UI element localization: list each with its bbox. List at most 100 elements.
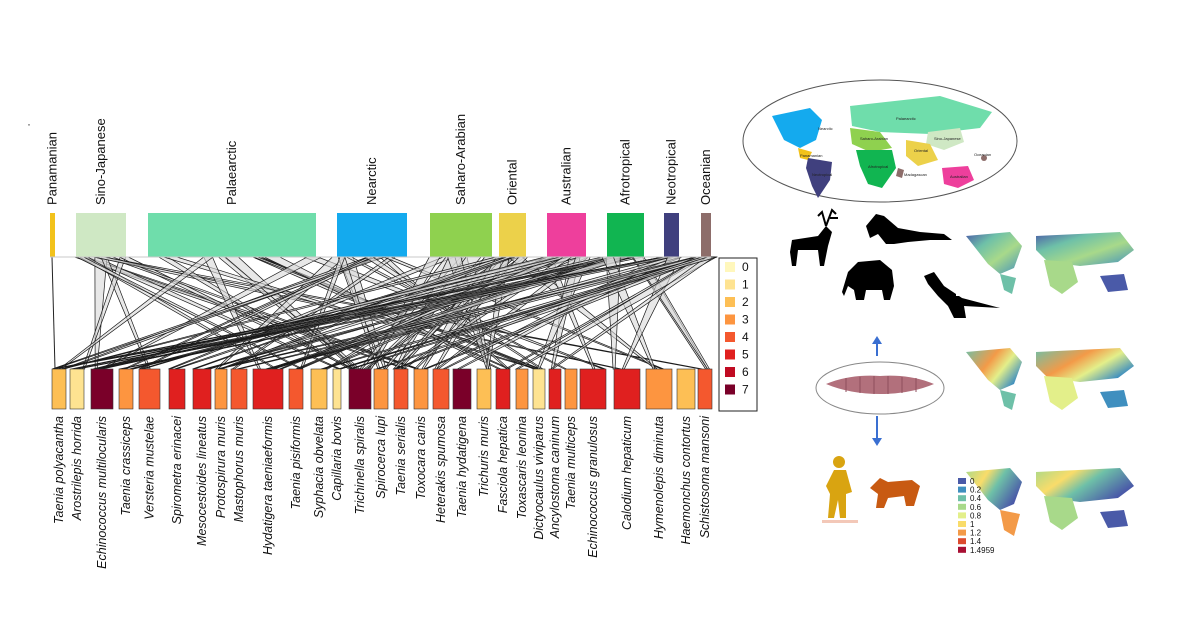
region-bars bbox=[50, 213, 711, 258]
region-label-nearctic: Nearctic bbox=[364, 157, 379, 205]
wolf-silhouette bbox=[870, 478, 920, 508]
region-label-neotropical: Neotropical bbox=[664, 139, 679, 205]
parasite-bar-dictyocaulus-viviparus bbox=[532, 368, 546, 410]
risk-swatch-1-4959 bbox=[958, 546, 966, 553]
parasite-bar-mesocestoides-lineatus bbox=[192, 368, 212, 410]
parasite-bar-trichuris-muris bbox=[476, 368, 492, 410]
parasite-bar-spirocerca-lupi bbox=[373, 368, 389, 410]
parasite-bar-echinococcus-multilocularis bbox=[90, 368, 114, 410]
parasite-label-echinococcus-granulosus: Echinococcus granulosus bbox=[586, 416, 600, 558]
parasite-bar-trichinella-spiralis bbox=[348, 368, 372, 410]
parasite-label-capillaria-bovis: Capillaria bovis bbox=[330, 416, 344, 501]
legend-swatch-1 bbox=[725, 279, 735, 290]
kangaroo-silhouette bbox=[924, 272, 1000, 318]
parasite-label-mesocestoides-lineatus: Mesocestoides lineatus bbox=[195, 416, 209, 546]
risk-map-1 bbox=[956, 230, 1138, 296]
parasite-bar-echinococcus-granulosus bbox=[579, 368, 607, 410]
legend-label-6: 6 bbox=[742, 365, 749, 379]
parasite-label-taenia-pisiformis: Taenia pisiformis bbox=[289, 416, 303, 509]
map-neotropical bbox=[806, 158, 832, 198]
parasite-labels: Taenia polyacantha Arostrilepis horrida Ec… bbox=[52, 415, 712, 569]
parasite-label-toxocara-canis: Toxocara canis bbox=[414, 416, 428, 500]
risk-swatch-1-4 bbox=[958, 538, 966, 545]
host-animals bbox=[790, 208, 1000, 523]
risk-scale-legend: 00.20.40.60.811.21.41.4959 bbox=[958, 477, 995, 555]
legend-label-5: 5 bbox=[742, 348, 749, 362]
risk-map-3: 00.20.40.60.811.21.41.4959 bbox=[956, 466, 1138, 556]
region-label-sino-japanese: Sino-Japanese bbox=[93, 118, 108, 205]
risk-label-0-4: 0.4 bbox=[970, 494, 982, 503]
parasite-bar-schistosoma-mansoni bbox=[697, 368, 713, 410]
region-label-oriental: Oriental bbox=[505, 159, 520, 205]
region-label-oceanian: Oceanian bbox=[698, 149, 713, 205]
region-label-palaearctic: Palaearctic bbox=[224, 140, 239, 205]
parasite-bar-calodium-hepaticum bbox=[613, 368, 641, 410]
parasite-label-spirocerca-lupi: Spirocerca lupi bbox=[374, 415, 388, 499]
region-bar-sino-japanese bbox=[76, 213, 126, 257]
region-bar-nearctic bbox=[337, 213, 407, 257]
parasite-label-trichuris-muris: Trichuris muris bbox=[477, 416, 491, 497]
parasite-bars bbox=[51, 368, 713, 410]
parasite-label-versteria-mustelae: Versteria mustelae bbox=[143, 416, 157, 520]
parasite-label-hydatigera-taeniaeformis: Hydatigera taeniaeformis bbox=[261, 416, 275, 555]
map-sino-japanese bbox=[926, 128, 964, 150]
elephant-silhouette bbox=[842, 260, 894, 300]
legend-label-4: 4 bbox=[742, 330, 749, 344]
parasite-label-syphacia-obvelata: Syphacia obvelata bbox=[312, 416, 326, 518]
legend-label-2: 2 bbox=[742, 295, 749, 309]
parasite-label-haemonchus-contortus: Haemonchus contortus bbox=[679, 416, 693, 545]
arrow-up-icon bbox=[872, 336, 882, 344]
parasite-label-dictyocaulus-viviparus: Dictyocaulus viviparus bbox=[532, 416, 546, 540]
legend-label-3: 3 bbox=[742, 313, 749, 327]
parasite-bar-arostrilepis-horrida bbox=[69, 368, 85, 410]
legend-swatch-2 bbox=[725, 297, 735, 307]
parasite-bar-taenia-crassiceps bbox=[118, 368, 134, 410]
risk-label-1-4959: 1.4959 bbox=[970, 546, 995, 555]
region-label-panamanian: Panamanian bbox=[45, 132, 60, 205]
map-label-oceanian: Oceanian bbox=[974, 152, 991, 157]
legend-swatch-0 bbox=[725, 262, 735, 272]
parasite-label-fasciola-hepatica: Fasciola hepatica bbox=[496, 416, 510, 513]
risk-swatch-0-4 bbox=[958, 495, 966, 502]
parasite-label-calodium-hepaticum: Calodium hepaticum bbox=[620, 416, 634, 530]
level-legend: 0 1 2 3 4 5 6 7 bbox=[718, 257, 758, 412]
risk-swatch-0-2 bbox=[958, 486, 966, 493]
risk-label-0-8: 0.8 bbox=[970, 511, 982, 520]
legend-swatch-7 bbox=[725, 384, 735, 395]
risk-label-1: 1 bbox=[970, 520, 975, 529]
parasite-label-trichinella-spiralis: Trichinella spiralis bbox=[353, 416, 367, 514]
parasite-bar-protospirura-muris bbox=[214, 368, 228, 410]
map-label-australian: Australian bbox=[950, 174, 968, 179]
legend-label-1: 1 bbox=[742, 278, 749, 292]
parasite-label-mastophorus-muris: Mastophorus muris bbox=[232, 416, 246, 522]
parasite-bar-taenia-serialis bbox=[393, 368, 409, 410]
map-label-saharo-arabian: Saharo-Arabian bbox=[860, 136, 888, 141]
region-bar-saharo-arabian bbox=[430, 213, 492, 257]
parasite-bar-taenia-polyacantha bbox=[51, 368, 67, 410]
region-bar-oceanian bbox=[701, 213, 711, 257]
parasite-bar-capillaria-bovis bbox=[332, 368, 342, 410]
region-bar-panamanian bbox=[50, 213, 55, 257]
legend-swatch-5 bbox=[725, 349, 735, 360]
region-labels: Panamanian Sino-Japanese Palaearctic Nearct… bbox=[45, 114, 714, 205]
parasite-bar-hymenolepis-diminuta bbox=[645, 368, 673, 410]
map-label-sino-japanese: Sino-Japanese bbox=[934, 136, 961, 141]
map-label-oriental: Oriental bbox=[914, 148, 928, 153]
legend-swatch-4 bbox=[725, 332, 735, 342]
region-label-saharo-arabian: Saharo-Arabian bbox=[453, 114, 468, 205]
map-panamanian bbox=[798, 148, 812, 160]
region-bar-afrotropical bbox=[607, 213, 644, 257]
map-saharo-arabian bbox=[850, 128, 892, 152]
human-silhouette bbox=[822, 456, 858, 523]
legend-frame bbox=[718, 257, 758, 412]
region-bar-oriental bbox=[499, 213, 526, 257]
parasite-label-echinococcus-multilocularis: Echinococcus multilocularis bbox=[95, 416, 109, 569]
parasite-bar-versteria-mustelae bbox=[138, 368, 161, 410]
parasite-label-protospirura-muris: Protospirura muris bbox=[214, 416, 228, 518]
parasite-bar-heterakis-spumosa bbox=[432, 368, 450, 410]
flow-arrows bbox=[872, 336, 882, 446]
parasite-bar-syphacia-obvelata bbox=[310, 368, 328, 410]
risk-label-0-2: 0.2 bbox=[970, 486, 982, 495]
map-madagascar bbox=[896, 168, 904, 178]
